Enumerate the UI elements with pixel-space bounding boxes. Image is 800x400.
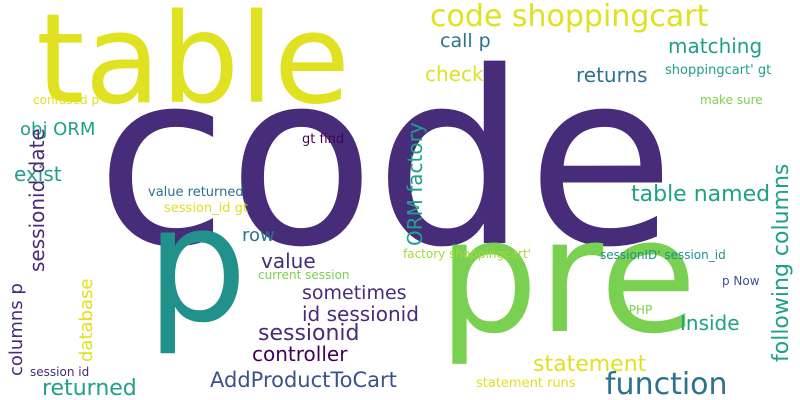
word-sometimes: sometimes [302, 282, 407, 304]
word-code: code [96, 20, 675, 300]
word-inside: Inside [680, 311, 740, 335]
word-session-id-gt: session_id gt [164, 201, 248, 216]
word-obj-orm: obj ORM [20, 119, 96, 140]
word-table: table [36, 0, 351, 132]
word-returns: returns [576, 63, 648, 87]
word-pre: pre [438, 185, 697, 369]
word-make-sure: make sure [700, 93, 763, 107]
word-row: row [242, 225, 275, 246]
word-statement: statement [533, 352, 647, 377]
word-function: function [605, 367, 728, 400]
word-code-shoppingcart: code shoppingcart [430, 0, 709, 34]
word-id-sessionid: id sessionid [302, 302, 419, 326]
word-confused-p: confused p [33, 93, 100, 107]
word-p: p [146, 171, 248, 358]
word-sessionid: sessionid [258, 321, 360, 346]
word-call-p: call p [440, 30, 491, 52]
word-p-now: p Now [722, 274, 760, 288]
word-returned: returned [42, 376, 137, 400]
word-factory-shoppingcart: factory shoppingcart' [403, 247, 531, 261]
word-current-session: current session [258, 268, 350, 282]
word-addproducttocart: AddProductToCart [210, 368, 397, 392]
word-shoppingcart-gt: shoppingcart' gt [665, 63, 772, 78]
word-check: check [425, 62, 484, 86]
word-sessionid-session-id: sessionID' session_id [600, 248, 726, 262]
word-session-id: session id [30, 365, 90, 379]
word-matching: matching [668, 34, 763, 58]
word-sessionid-date: sessionid date [25, 128, 49, 272]
word-columns-p: columns p [6, 283, 27, 376]
word-id-php: id PHP [614, 303, 653, 317]
word-exist: exist [14, 162, 62, 186]
word-database: database [76, 278, 97, 362]
word-statement-runs: statement runs [476, 376, 576, 391]
word-gt-find: gt find [302, 132, 345, 147]
word-table-named: table named [631, 182, 771, 207]
word-orm-factory: ORM factory [403, 122, 427, 246]
word-following-columns: following columns [769, 163, 794, 362]
word-value: value [261, 249, 316, 273]
word-controller: controller [252, 342, 348, 366]
word-value-returned: value returned [148, 185, 244, 200]
